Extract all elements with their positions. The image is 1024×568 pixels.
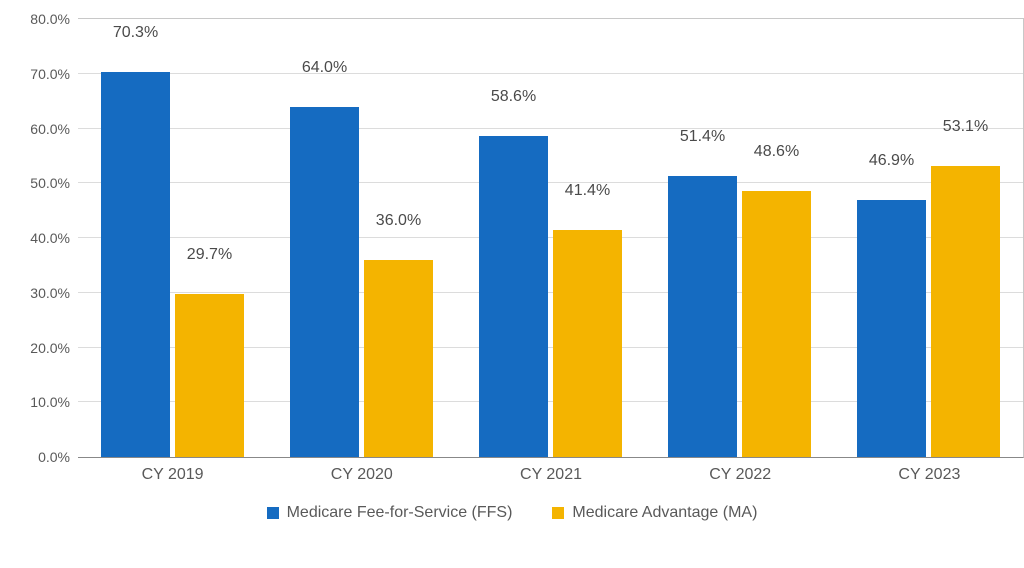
x-tick-label: CY 2020	[331, 466, 393, 484]
data-label-ma: 36.0%	[376, 212, 421, 236]
legend-swatch-ffs	[267, 507, 279, 519]
data-label-ffs: 51.4%	[680, 128, 725, 152]
bar-ma	[742, 191, 812, 457]
x-axis: CY 2019 CY 2020 CY 2021 CY 2022 CY 2023	[78, 458, 1024, 492]
bar-ma	[553, 230, 623, 457]
bar-ffs	[290, 107, 360, 457]
legend-item-ma: Medicare Advantage (MA)	[552, 504, 757, 522]
bar-ffs	[101, 72, 171, 457]
legend-label-ma: Medicare Advantage (MA)	[572, 504, 757, 522]
medicare-enrollment-chart: 0.0% 10.0% 20.0% 30.0% 40.0% 50.0% 60.0%…	[0, 0, 1024, 568]
bar-ffs	[857, 200, 927, 457]
y-tick-70: 70.0%	[30, 66, 78, 82]
y-tick-40: 40.0%	[30, 230, 78, 246]
bar-ma	[175, 294, 245, 457]
data-label-ffs: 70.3%	[113, 24, 158, 48]
x-tick-label: CY 2019	[142, 466, 204, 484]
bar-ma	[931, 166, 1001, 457]
y-tick-80: 80.0%	[30, 11, 78, 27]
data-label-ma: 53.1%	[943, 118, 988, 142]
x-tick-label: CY 2022	[709, 466, 771, 484]
bar-ffs	[668, 176, 738, 457]
y-tick-20: 20.0%	[30, 340, 78, 356]
bar-groups: 70.3% 29.7% 64.0% 36.0% 58.6% 41.4% 51.4% 48.6%…	[78, 19, 1023, 457]
data-label-ffs: 64.0%	[302, 59, 347, 83]
y-tick-10: 10.0%	[30, 394, 78, 410]
legend-label-ffs: Medicare Fee-for-Service (FFS)	[287, 504, 513, 522]
data-label-ffs: 46.9%	[869, 152, 914, 176]
data-label-ma: 29.7%	[187, 246, 232, 270]
x-tick-label: CY 2021	[520, 466, 582, 484]
legend: Medicare Fee-for-Service (FFS) Medicare …	[24, 504, 1000, 522]
y-tick-30: 30.0%	[30, 285, 78, 301]
y-tick-50: 50.0%	[30, 175, 78, 191]
data-label-ma: 41.4%	[565, 182, 610, 206]
data-label-ma: 48.6%	[754, 143, 799, 167]
x-tick-label: CY 2023	[898, 466, 960, 484]
y-tick-60: 60.0%	[30, 121, 78, 137]
y-tick-0: 0.0%	[38, 449, 78, 465]
data-label-ffs: 58.6%	[491, 88, 536, 112]
legend-swatch-ma	[552, 507, 564, 519]
legend-item-ffs: Medicare Fee-for-Service (FFS)	[267, 504, 513, 522]
plot-area: 0.0% 10.0% 20.0% 30.0% 40.0% 50.0% 60.0%…	[78, 18, 1024, 458]
bar-ffs	[479, 136, 549, 457]
bar-ma	[364, 260, 434, 457]
